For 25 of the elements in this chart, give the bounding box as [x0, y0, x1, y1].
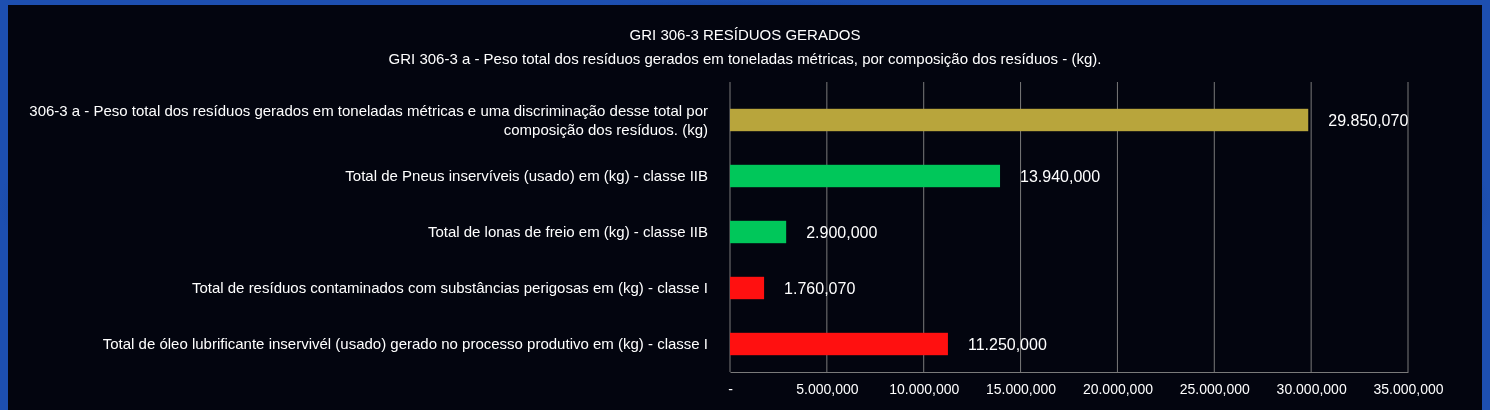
x-tick-label: 35.000,000 [1373, 380, 1444, 397]
bar [730, 332, 948, 356]
x-tick-label: - [728, 380, 734, 397]
bar [730, 220, 787, 244]
y-tick-label: Total de Pneus inservíveis (usado) em (kg) - classe IIB [345, 167, 708, 185]
y-tick-label: 306-3 a - Peso total dos resíduos gerados em toneladas métricas e uma discriminação desse total por composição dos resíduos. (kg) [29, 101, 708, 138]
data-label: 2.900,000 [806, 223, 878, 241]
data-label: 13.940,000 [1020, 167, 1101, 185]
bar [730, 276, 765, 300]
x-tick-label: 5.000,000 [796, 380, 859, 397]
x-tick-label: 30.000,000 [1276, 380, 1347, 397]
y-tick-label: Total de resíduos contaminados com substâncias perigosas em (kg) - classe I [191, 279, 708, 297]
data-label: 1.760,070 [784, 279, 856, 297]
x-tick-label: 10.000,000 [889, 380, 960, 397]
data-label: 11.250,000 [967, 335, 1047, 353]
x-tick-label: 15.000,000 [986, 380, 1057, 397]
data-label: 29.850,070 [1328, 111, 1409, 129]
y-tick-label: Total de lonas de freio em (kg) - classe IIB [427, 223, 708, 241]
bar [730, 108, 1309, 132]
bar [730, 164, 1001, 188]
chart-subtitle: GRI 306-3 a - Peso total dos resíduos gerados em toneladas métricas, por composição dos resíduos - (kg). [388, 50, 1102, 67]
x-tick-label: 25.000,000 [1179, 380, 1251, 397]
x-tick-label: 20.000,000 [1082, 380, 1154, 397]
y-tick-label: Total de óleo lubrificante inservivél (usado) gerado no processo produtivo em (kg) - classe I [102, 335, 708, 353]
chart-title: GRI 306-3 RESÍDUOS GERADOS [629, 26, 861, 43]
